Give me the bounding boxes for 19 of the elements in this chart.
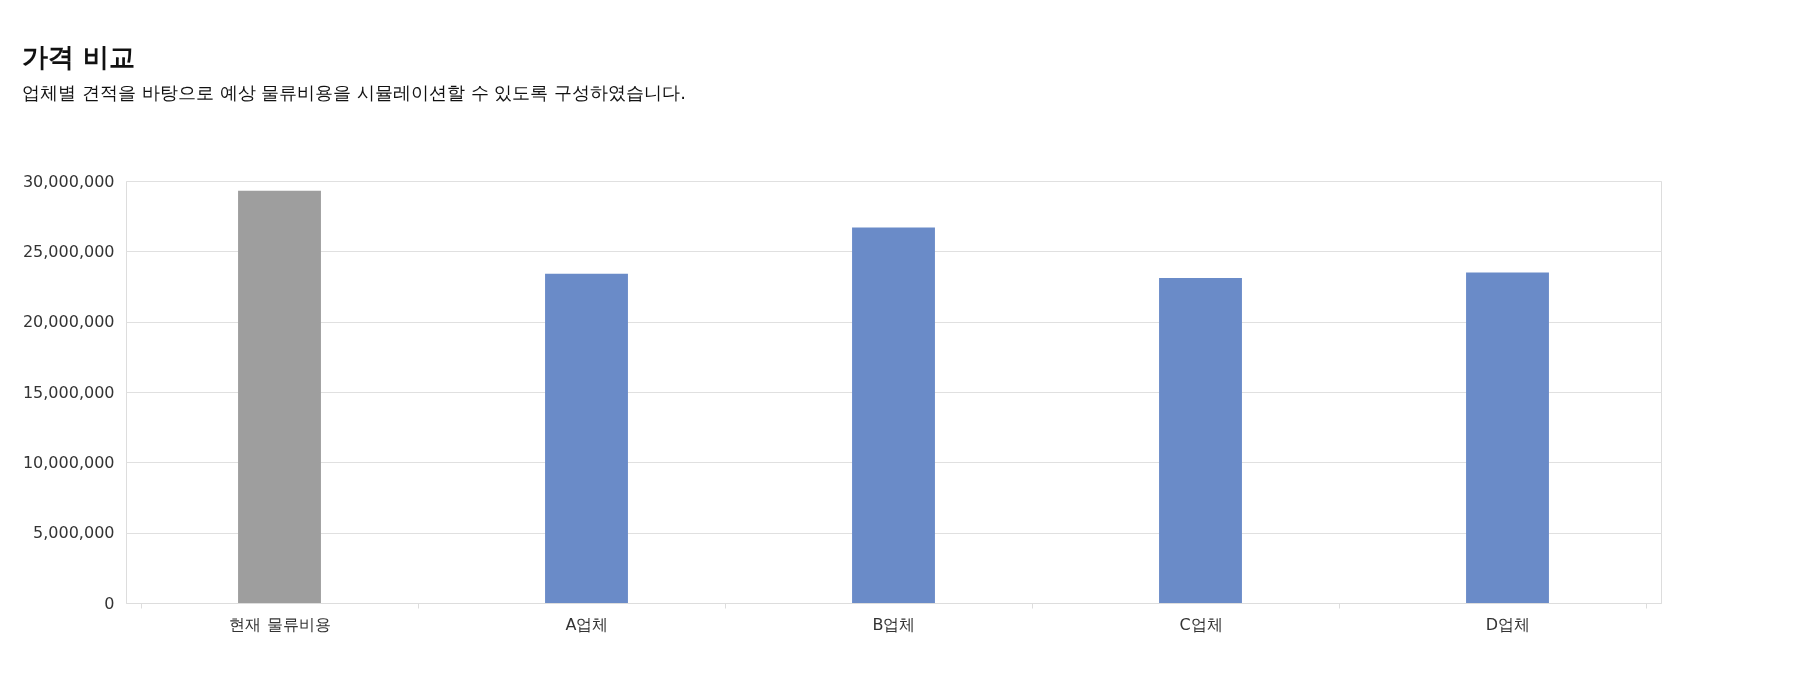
- bar: [238, 190, 321, 603]
- y-tick-label: 15,000,000: [22, 382, 115, 402]
- chart-subtitle: 업체별 견적을 바탕으로 예상 물류비용을 시뮬레이션할 수 있도록 구성하였습니다.: [22, 82, 686, 103]
- y-tick-label: 5,000,000: [33, 523, 115, 543]
- bar: [852, 227, 935, 603]
- y-tick-label: 30,000,000: [22, 171, 115, 191]
- chart-title: 가격 비교: [22, 42, 136, 72]
- x-tick-label: 현재 물류비용: [229, 614, 331, 634]
- bar: [545, 273, 628, 603]
- x-tick-label: A업체: [565, 614, 609, 634]
- x-tick-label: B업체: [872, 614, 916, 634]
- y-tick-label: 0: [104, 593, 115, 613]
- y-tick-label: 20,000,000: [22, 312, 115, 332]
- y-tick-label: 10,000,000: [22, 452, 115, 472]
- bar: [1159, 278, 1242, 603]
- y-tick-label: 25,000,000: [22, 241, 115, 261]
- x-tick-label: D업체: [1485, 614, 1531, 634]
- bar: [1466, 272, 1549, 603]
- x-tick-label: C업체: [1179, 614, 1223, 634]
